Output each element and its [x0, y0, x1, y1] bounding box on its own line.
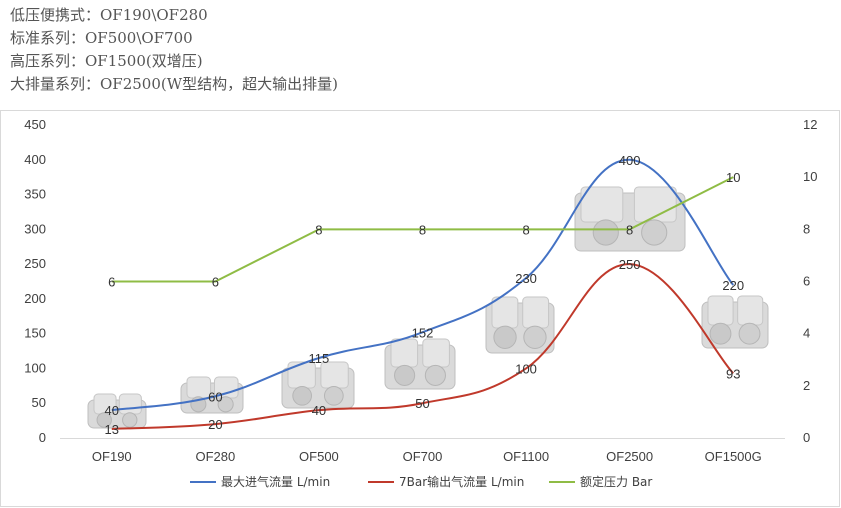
- data-label: 40: [312, 403, 326, 418]
- data-label: 93: [726, 366, 740, 381]
- data-label: 10: [726, 170, 740, 185]
- compressor-image: [384, 338, 456, 390]
- right-axis-tick-label: 4: [803, 326, 810, 341]
- data-label: 13: [105, 422, 119, 437]
- left-axis-tick-label: 0: [39, 430, 46, 445]
- data-label: 6: [108, 275, 115, 290]
- left-axis-tick-label: 300: [24, 221, 46, 236]
- note-low-pressure: 低压便携式：OF190\OF280: [10, 6, 208, 24]
- compressor-image: [574, 186, 686, 252]
- data-label: 152: [412, 325, 434, 340]
- x-axis-category-label: OF1500G: [705, 449, 762, 464]
- left-axis-tick-label: 200: [24, 291, 46, 306]
- x-axis-category-label: OF2500: [606, 449, 653, 464]
- data-label: 20: [208, 417, 222, 432]
- x-axis-category-label: OF500: [299, 449, 339, 464]
- right-axis-tick-label: 12: [803, 117, 817, 132]
- compressor-image: [87, 393, 147, 429]
- data-label: 115: [309, 351, 330, 366]
- data-label: 400: [619, 153, 641, 168]
- legend-label: 最大进气流量 L/min: [221, 474, 330, 489]
- data-label: 100: [515, 361, 537, 376]
- x-axis-category-label: OF1100: [503, 449, 549, 464]
- x-axis-category-label: OF280: [195, 449, 235, 464]
- left-axis-tick-label: 150: [24, 326, 46, 341]
- right-axis-tick-label: 0: [803, 430, 810, 445]
- data-label: 220: [722, 278, 744, 293]
- data-label: 8: [522, 222, 529, 237]
- left-axis-tick-label: 350: [24, 187, 46, 202]
- data-label: 8: [626, 222, 633, 237]
- data-label: 8: [315, 222, 322, 237]
- legend: 最大进气流量 L/min 7Bar输出气流量 L/min 额定压力 Bar: [190, 474, 652, 489]
- data-label: 6: [212, 275, 219, 290]
- compressor-image: [701, 295, 769, 349]
- data-label: 250: [619, 257, 641, 272]
- right-axis-tick-label: 6: [803, 274, 810, 289]
- data-label: 60: [208, 389, 222, 404]
- series-line-1: [111, 158, 734, 412]
- x-axis-category-label: OF190: [92, 449, 132, 464]
- left-axis-tick-label: 50: [32, 395, 46, 410]
- left-y-axis: 0 50 100 150 200 250 300 350 400 450: [24, 117, 46, 445]
- right-axis-tick-label: 2: [803, 378, 810, 393]
- product-images: [87, 186, 769, 429]
- series-lines: [111, 158, 734, 430]
- note-high-pressure: 高压系列：OF1500(双增压): [10, 52, 203, 70]
- left-axis-tick-label: 450: [24, 117, 46, 132]
- data-label: 40: [105, 403, 119, 418]
- note-standard: 标准系列：OF500\OF700: [10, 29, 193, 47]
- series-line-2: [111, 263, 734, 430]
- note-large-displacement: 大排量系列：OF2500(W型结构，超大输出排量): [10, 75, 339, 93]
- left-axis-tick-label: 250: [24, 256, 46, 271]
- left-axis-tick-label: 100: [24, 360, 46, 375]
- x-axis: OF190 OF280 OF500 OF700 OF1100 OF2500 OF1500G: [92, 449, 762, 464]
- left-axis-tick-label: 400: [24, 152, 46, 167]
- data-labels: 40 60 115 152 230 400 220 13 20 40 50 100 250 93 6 6 8 8 8…: [105, 153, 745, 437]
- series-line-3: [111, 176, 734, 283]
- right-y-axis: 0 2 4 6 8 10 12: [803, 117, 817, 445]
- right-axis-tick-label: 10: [803, 169, 817, 184]
- x-axis-category-label: OF700: [403, 449, 443, 464]
- data-label: 230: [515, 271, 537, 286]
- chart-frame: [0, 110, 840, 507]
- legend-label: 额定压力 Bar: [580, 474, 652, 489]
- compressor-image: [281, 361, 355, 409]
- data-label: 8: [419, 222, 426, 237]
- series-notes: 低压便携式：OF190\OF280 标准系列：OF500\OF700 高压系列：…: [10, 4, 338, 96]
- data-label: 50: [415, 396, 429, 411]
- right-axis-tick-label: 8: [803, 221, 810, 236]
- compressor-image: [485, 296, 555, 354]
- legend-label: 7Bar输出气流量 L/min: [399, 474, 524, 489]
